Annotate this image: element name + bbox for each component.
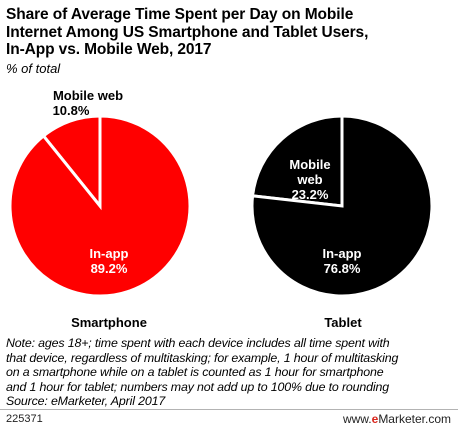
chart-title: Share of Average Time Spent per Day on M…	[6, 6, 454, 59]
chart-id: 225371	[6, 413, 43, 425]
chart-note: Note: ages 18+; time spent with each dev…	[6, 336, 454, 409]
brand-url[interactable]: www.eMarketer.com	[343, 412, 451, 426]
tablet-in-app-slice	[250, 114, 434, 298]
footer-divider	[0, 409, 458, 410]
smartphone-mobile-web-value: 10.8%	[53, 103, 90, 118]
tablet-pie-name: Tablet	[324, 315, 362, 330]
note-line-2: that device, regardless of multitasking;…	[6, 350, 399, 365]
smartphone-mobile-web-label: Mobile web	[53, 88, 123, 103]
tablet-mobile-web-label-line-1: Mobile	[289, 157, 330, 172]
note-line-4: and 1 hour for tablet; numbers may not a…	[6, 379, 389, 394]
tablet-pie: Mobile web 23.2% In-app 76.8% Tablet	[250, 114, 434, 330]
note-line-3: on a smartphone while on a tablet is cou…	[6, 365, 384, 380]
smartphone-in-app-slice	[8, 114, 192, 298]
tablet-mobile-web-label-line-2: web	[296, 172, 322, 187]
tablet-in-app-label: In-app	[323, 246, 362, 261]
smartphone-pie-name: Smartphone	[71, 315, 147, 330]
brand-prefix: www.	[342, 412, 372, 426]
chart-title-line-2: Internet Among US Smartphone and Tablet …	[6, 23, 369, 41]
smartphone-pie: Mobile web 10.8% In-app 89.2% Smartphone	[8, 88, 192, 330]
smartphone-in-app-value: 89.2%	[91, 261, 128, 276]
tablet-mobile-web-value: 23.2%	[292, 187, 329, 202]
brand-e-logo: e	[371, 412, 379, 426]
tablet-mobile-web-slice	[250, 114, 344, 208]
smartphone-in-app-label: In-app	[90, 246, 129, 261]
note-source: Source: eMarketer, April 2017	[6, 394, 166, 409]
chart-title-line-3: In-App vs. Mobile Web, 2017	[6, 41, 212, 58]
chart-title-line-1: Share of Average Time Spent per Day on M…	[6, 6, 354, 23]
chart-subtitle: % of total	[6, 61, 61, 76]
brand-name: Marketer.com	[378, 412, 451, 426]
tablet-in-app-value: 76.8%	[324, 261, 361, 276]
note-line-1: Note: ages 18+; time spent with each dev…	[6, 336, 390, 350]
